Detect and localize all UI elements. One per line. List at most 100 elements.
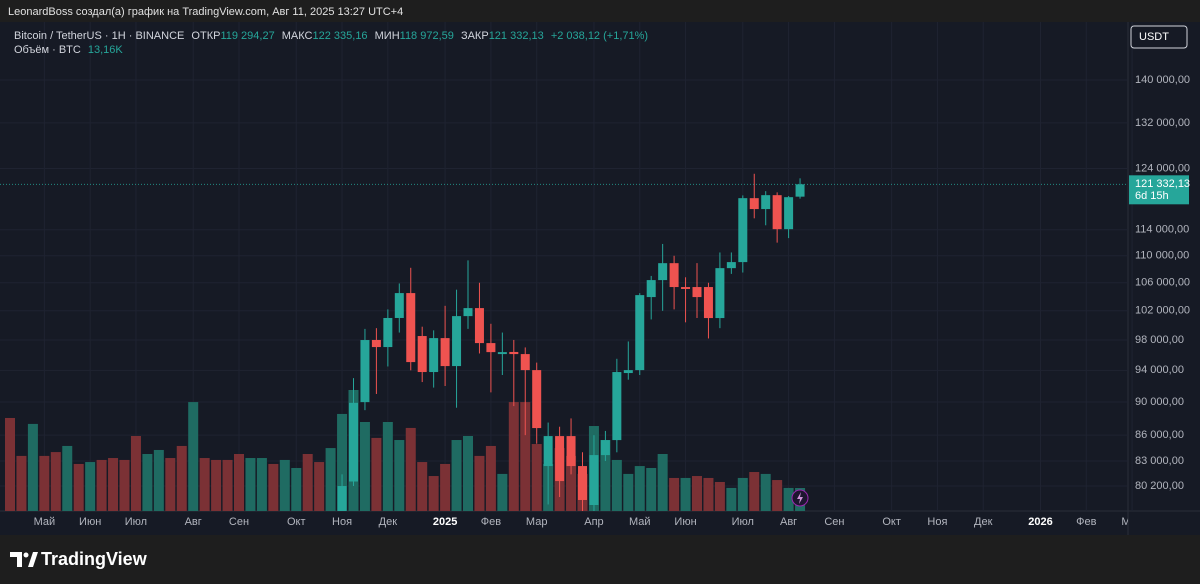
volume-bar xyxy=(474,455,485,511)
y-tick-label: 132 000,00 xyxy=(1135,117,1190,129)
x-tick-label: Апр xyxy=(584,516,603,528)
currency[interactable]: USDT xyxy=(1139,31,1169,43)
volume-bar xyxy=(337,413,348,511)
logo-mark xyxy=(28,552,38,567)
volume-bar xyxy=(463,435,473,511)
attribution: LeonardBoss создал(а) график на TradingV… xyxy=(8,6,403,18)
x-tick-label: Июл xyxy=(732,516,754,528)
volume-bar xyxy=(96,459,107,511)
volume-bar xyxy=(302,453,313,511)
candle-body xyxy=(555,436,565,482)
legend-value: 121 332,13 xyxy=(489,30,544,42)
volume-bar xyxy=(382,421,393,511)
x-tick-label: Ноя xyxy=(332,516,352,528)
candle-body xyxy=(349,402,358,482)
volume-bar xyxy=(222,459,233,511)
volume-bar xyxy=(245,458,256,511)
volume-bar xyxy=(634,466,645,511)
volume-label: Объём · BTC xyxy=(14,44,81,56)
volume-bar xyxy=(62,445,73,511)
volume-bar xyxy=(417,462,428,511)
candle-body xyxy=(417,336,427,373)
candle-body xyxy=(543,436,553,467)
currency-box[interactable] xyxy=(1130,25,1188,49)
candle-body xyxy=(406,293,416,363)
logo-mark xyxy=(23,552,29,558)
volume-bar xyxy=(176,445,187,511)
y-tick-label: 114 000,00 xyxy=(1135,224,1189,236)
x-tick-label: 2026 xyxy=(1028,516,1052,528)
alert-bolt xyxy=(797,492,803,504)
volume-bar xyxy=(451,440,462,511)
candle-body xyxy=(474,308,484,344)
candle-body xyxy=(578,466,587,500)
volume-bar xyxy=(85,462,96,511)
price-tag xyxy=(1129,175,1189,205)
x-tick-label: Фев xyxy=(481,516,501,528)
pane-background xyxy=(0,22,1200,535)
volume-bar xyxy=(5,417,15,511)
footer xyxy=(0,535,1200,584)
volume-bar xyxy=(211,459,222,511)
volume-bar xyxy=(325,448,336,511)
candle-body xyxy=(658,263,668,281)
candle-body xyxy=(566,436,576,467)
price-tag-value: 121 332,13 xyxy=(1135,178,1190,190)
x-tick-label: Июн xyxy=(79,516,101,528)
y-tick-label: 110 000,00 xyxy=(1135,250,1189,262)
candle-body xyxy=(509,351,519,355)
candle-body xyxy=(394,293,404,318)
volume-bar xyxy=(188,402,199,511)
legend-value: 118 972,59 xyxy=(400,30,454,42)
candle-body xyxy=(681,287,691,289)
volume-bar xyxy=(256,458,267,511)
candle-body xyxy=(440,338,450,367)
x-tick-label: Июн xyxy=(674,516,696,528)
candles xyxy=(0,173,1128,511)
volume-bar xyxy=(772,480,783,511)
volume-bar xyxy=(291,467,302,511)
x-tick-label: Дек xyxy=(379,516,398,528)
x-tick-label: Май xyxy=(629,516,651,528)
legend-label: ЗАКР xyxy=(461,30,489,42)
volume-bar xyxy=(703,477,714,511)
candle-body xyxy=(784,197,794,230)
x-tick-label: Мар xyxy=(526,516,548,528)
symbol: Bitcoin / TetherUS · 1H · BINANCE xyxy=(14,30,184,42)
y-tick-label: 94 000,00 xyxy=(1135,364,1184,376)
volume-bar xyxy=(600,440,611,511)
volume-bar xyxy=(165,458,176,511)
x-tick-label: Мар xyxy=(1121,516,1143,528)
volume-bar xyxy=(234,453,244,511)
candle-body xyxy=(703,287,713,319)
volume-bar xyxy=(726,487,737,511)
volume-bar xyxy=(623,473,634,511)
volume-bar xyxy=(657,453,668,511)
y-tick-label: 98 000,00 xyxy=(1135,334,1184,346)
time-axis: Май Июн Июл Авг Сен Окт Ноя Дек 2025 Фев Мар Апр Май… xyxy=(34,516,1143,528)
volume-bar xyxy=(39,455,50,511)
y-tick-label: 106 000,00 xyxy=(1135,277,1190,289)
volume-bar xyxy=(405,427,416,511)
legend-value: 119 294,27 xyxy=(220,30,274,42)
candle-body xyxy=(669,263,679,288)
candle-body xyxy=(623,370,633,374)
volume-bar xyxy=(566,455,577,511)
volume-bar xyxy=(394,440,405,511)
x-tick-label: Май xyxy=(34,516,56,528)
legend-line: Bitcoin / TetherUS · 1H · BINANCE ОТКР11… xyxy=(14,30,648,42)
brand: TradingView xyxy=(41,549,148,569)
x-tick-label: Сен xyxy=(824,516,844,528)
y-tick-label: 102 000,00 xyxy=(1135,305,1190,317)
y-tick-label: 83 000,00 xyxy=(1135,455,1184,467)
candle-body xyxy=(337,486,347,511)
y-tick-label: 90 000,00 xyxy=(1135,396,1184,408)
volume-bar xyxy=(142,453,153,511)
volume-bar xyxy=(73,463,84,511)
logo-mark xyxy=(10,552,22,567)
volume-bar xyxy=(669,477,680,511)
candle-body xyxy=(761,195,771,210)
volume-bar xyxy=(749,472,760,511)
